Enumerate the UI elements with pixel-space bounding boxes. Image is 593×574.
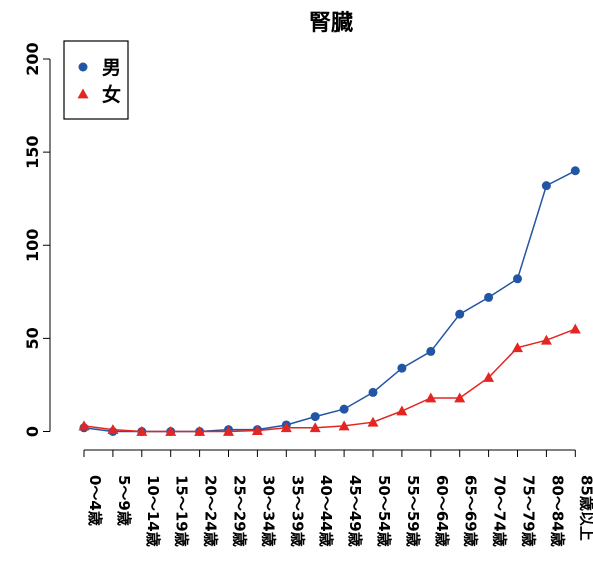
data-point [396, 405, 408, 416]
legend-label: 男 [102, 57, 121, 79]
x-tick-label: 50～54歳 [375, 475, 393, 547]
data-point [397, 363, 407, 373]
data-point [513, 274, 522, 284]
data-point [310, 412, 320, 422]
data-point [194, 426, 206, 436]
data-point [570, 166, 580, 176]
data-point [368, 387, 378, 397]
x-tick-label: 60～64歳 [433, 475, 451, 547]
x-tick-label: 30～34歳 [259, 475, 277, 547]
x-tick-label: 75～79歳 [520, 475, 538, 547]
x-tick-label: 35～39歳 [288, 475, 306, 547]
x-tick-label: 45～49歳 [346, 475, 364, 547]
chart-title: 腎臓 [309, 11, 353, 36]
data-point [484, 292, 494, 302]
data-point [425, 392, 437, 403]
axes: 0 50 100 150 200 0～4歳 5～9歳 10～14歳 15～19歳 20～24歳 25… [23, 42, 593, 546]
y-tick-label: 150 [23, 135, 42, 168]
y-tick-label: 200 [23, 42, 42, 75]
legend-label: 女 [102, 83, 121, 106]
x-tick-label: 10～14歳 [144, 475, 162, 547]
data-point [280, 422, 292, 433]
data-point [78, 420, 90, 431]
legend-box [63, 40, 129, 120]
data-point [569, 323, 581, 334]
data-point [223, 426, 234, 436]
data-point [107, 424, 119, 435]
x-tick-label: 85歳以上 [577, 475, 593, 541]
data-point [540, 334, 552, 345]
x-tick-label: 70～74歳 [491, 475, 509, 547]
data-point [426, 346, 436, 356]
y-tick-label: 100 [23, 229, 42, 262]
data-point [483, 371, 495, 382]
x-tick-label: 40～44歳 [317, 475, 335, 547]
data-point [251, 425, 263, 435]
y-tick-label: 0 [23, 426, 42, 437]
series-2 [78, 323, 581, 436]
data-point [541, 181, 551, 191]
data-point [136, 426, 148, 436]
x-tick-label: 55～59歳 [404, 475, 422, 547]
x-tick-label: 20～24歳 [202, 475, 220, 547]
y-tick-label: 50 [23, 327, 42, 349]
legend-marker [77, 88, 89, 99]
series-1 [79, 166, 580, 436]
legend-marker [78, 62, 88, 72]
series-layer [78, 166, 581, 436]
x-tick-label: 0～4歳 [86, 475, 104, 526]
series-line [83, 328, 576, 433]
data-point [338, 420, 350, 431]
x-tick-label: 80～84歳 [548, 475, 566, 547]
data-point [455, 309, 465, 319]
legend: 男女 [63, 40, 129, 120]
data-point [512, 342, 523, 353]
data-point [309, 422, 321, 433]
x-tick-label: 5～9歳 [115, 475, 133, 526]
data-point [454, 392, 466, 403]
series-line [83, 170, 576, 433]
data-point [339, 404, 349, 414]
data-point [367, 416, 379, 427]
x-tick-label: 65～69歳 [462, 475, 480, 547]
x-tick-label: 25～29歳 [231, 475, 249, 547]
data-point [165, 426, 177, 436]
x-tick-label: 15～19歳 [173, 475, 191, 547]
